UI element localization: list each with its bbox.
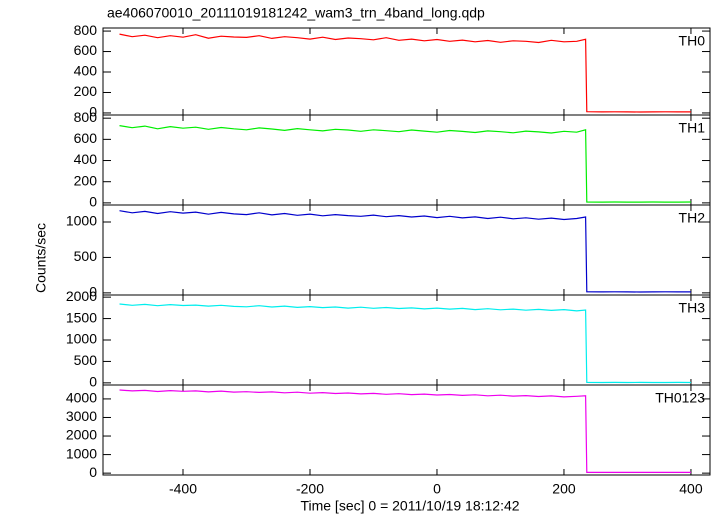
x-tick-label: -400: [169, 481, 197, 497]
x-tick-label: -200: [296, 481, 324, 497]
legend-label: TH1: [679, 120, 706, 136]
x-tick-label: 400: [679, 481, 703, 497]
y-tick-label: 400: [74, 151, 98, 167]
y-tick-label: 3000: [66, 408, 97, 424]
y-tick-label: 2000: [66, 288, 97, 304]
panel-frame: [102, 384, 711, 476]
panel-frame: [102, 114, 711, 206]
y-axis-label: Counts/sec: [33, 223, 49, 293]
y-tick-label: 0: [89, 284, 97, 300]
y-tick-label: 600: [74, 130, 98, 146]
y-tick-label: 1000: [66, 445, 97, 461]
x-tick-label: 0: [433, 481, 441, 497]
legend-label: TH0: [679, 33, 706, 49]
data-line: [119, 303, 692, 384]
y-tick-label: 0: [89, 374, 97, 390]
x-tick-label: 200: [552, 481, 576, 497]
y-tick-label: 400: [74, 63, 98, 79]
y-tick-label: 500: [74, 248, 98, 264]
y-tick-label: 200: [74, 172, 98, 188]
y-tick-label: 0: [89, 464, 97, 480]
y-tick-label: 1500: [66, 309, 97, 325]
y-tick-label: 2000: [66, 427, 97, 443]
legend-label: TH3: [679, 300, 706, 316]
data-line: [119, 210, 691, 293]
data-line: [119, 389, 691, 473]
x-axis-label: Time [sec] 0 = 2011/10/19 18:12:42: [300, 498, 519, 514]
y-tick-label: 800: [74, 109, 98, 125]
panel-frame: [102, 204, 711, 296]
data-line: [119, 125, 692, 203]
y-tick-label: 1000: [66, 213, 97, 229]
legend-label: TH2: [679, 210, 706, 226]
chart-title: ae406070010_20111019181242_wam3_trn_4ban…: [107, 5, 485, 21]
y-tick-label: 600: [74, 42, 98, 58]
data-line: [119, 33, 691, 113]
y-tick-label: 0: [89, 104, 97, 120]
y-tick-label: 800: [74, 22, 98, 38]
y-tick-label: 200: [74, 83, 98, 99]
y-tick-label: 4000: [66, 390, 97, 406]
y-tick-label: 500: [74, 352, 98, 368]
panel-frame: [102, 27, 711, 116]
legend-label: TH0123: [655, 390, 705, 406]
y-tick-label: 0: [89, 194, 97, 210]
y-tick-label: 1000: [66, 331, 97, 347]
